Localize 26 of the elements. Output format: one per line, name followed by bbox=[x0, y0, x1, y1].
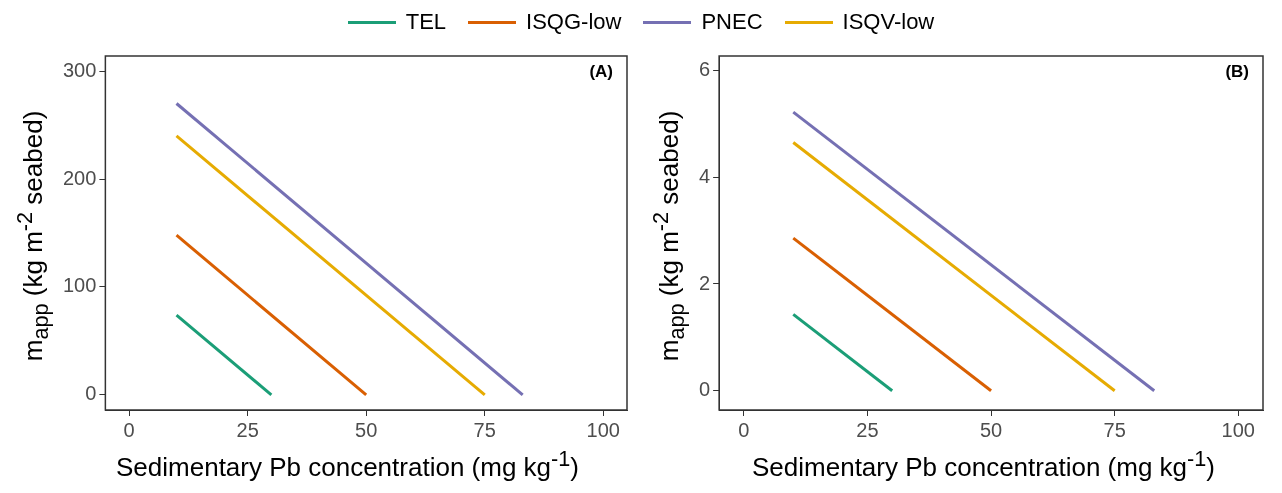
x-tick-label: 75 bbox=[1103, 418, 1126, 441]
y-tick-label: 300 bbox=[62, 58, 97, 81]
x-tick-label: 50 bbox=[355, 418, 378, 441]
y-tick-label: 200 bbox=[62, 166, 97, 189]
legend-label: ISQG-low bbox=[526, 9, 622, 35]
x-tick-label: 25 bbox=[236, 418, 259, 441]
y-tick-label: 0 bbox=[85, 382, 97, 405]
x-tick-label: 75 bbox=[473, 418, 496, 441]
y-tick-label: 2 bbox=[699, 271, 711, 294]
x-tick-label: 25 bbox=[856, 418, 879, 441]
x-axis-title: Sedimentary Pb concentration (mg kg$^{-1}$) bbox=[115, 446, 580, 483]
x-axis-title: Sedimentary Pb concentration (mg kg$^{-1}$) bbox=[751, 446, 1216, 483]
y-tick-label: 100 bbox=[62, 274, 97, 297]
y-tick-label: 0 bbox=[699, 378, 711, 401]
legend-label: PNEC bbox=[701, 9, 763, 35]
x-tick-label: 50 bbox=[979, 418, 1003, 441]
annotation: (B) bbox=[1225, 62, 1249, 82]
x-tick-label: 100 bbox=[586, 418, 620, 441]
y-tick-label: 4 bbox=[699, 164, 711, 187]
x-tick-label: 0 bbox=[738, 418, 750, 441]
annotation: (A) bbox=[589, 62, 613, 82]
x-tick-label: 100 bbox=[1221, 418, 1255, 441]
x-tick-label: 0 bbox=[123, 418, 135, 441]
y-tick-label: 6 bbox=[699, 57, 711, 80]
legend-label: ISQV-low bbox=[842, 9, 935, 35]
legend-label: TEL bbox=[405, 9, 447, 35]
